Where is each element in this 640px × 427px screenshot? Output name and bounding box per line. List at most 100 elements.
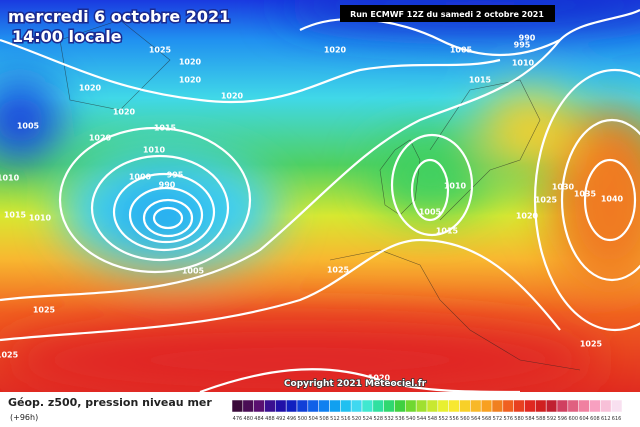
isobar-label: 1020 bbox=[368, 374, 391, 383]
scale-swatch bbox=[459, 399, 471, 413]
scale-swatch bbox=[415, 399, 428, 413]
isobar-label: 1010 bbox=[143, 146, 166, 155]
scale-swatch bbox=[502, 399, 514, 413]
scale-label: 560 bbox=[460, 416, 470, 422]
scale-swatch bbox=[491, 399, 504, 413]
scale-label: 580 bbox=[514, 416, 524, 422]
forecast-date: mercredi 6 octobre 2021 bbox=[8, 7, 230, 26]
scale-swatch bbox=[567, 399, 579, 413]
scale-label: 548 bbox=[428, 416, 438, 422]
scale-swatch bbox=[253, 399, 265, 413]
scale-label: 588 bbox=[536, 416, 546, 422]
isobar-label: 1010 bbox=[29, 214, 52, 223]
scale-swatch bbox=[535, 399, 547, 413]
scale-swatch bbox=[242, 399, 254, 413]
scale-label: 596 bbox=[558, 416, 568, 422]
scale-label: 552 bbox=[438, 416, 448, 422]
isobar-label: 1000 bbox=[129, 173, 152, 182]
scale-label: 600 bbox=[568, 416, 578, 422]
isobar-label: 1025 bbox=[327, 266, 350, 275]
scale-swatch bbox=[578, 399, 590, 413]
isobar-labels: 1025102010201020102010051020102010151010… bbox=[0, 34, 624, 383]
scale-swatch bbox=[426, 399, 439, 413]
scale-label: 492 bbox=[276, 416, 286, 422]
isobar-label: 1005 bbox=[182, 267, 205, 276]
scale-swatch bbox=[545, 399, 558, 413]
scale-label: 532 bbox=[384, 416, 394, 422]
scale-swatch bbox=[589, 399, 601, 413]
copyright: Copyright 2021 Meteociel.fr bbox=[284, 379, 427, 389]
isobar-label: 1005 bbox=[419, 208, 442, 217]
scale-swatch bbox=[350, 399, 363, 413]
isobar-label: 1015 bbox=[154, 124, 177, 133]
isobar-label: 990 bbox=[519, 34, 536, 43]
color-scale: 476 480 484 488 492 496 500 504 508 512 516 520 524 5… bbox=[231, 399, 623, 422]
isobar-label: 1010 bbox=[0, 174, 20, 183]
scale-label: 544 bbox=[417, 416, 427, 422]
isobar-label: 995 bbox=[514, 41, 531, 50]
scale-swatch bbox=[361, 399, 374, 413]
scale-swatch bbox=[437, 399, 449, 413]
scale-swatch bbox=[480, 399, 493, 413]
isobar-label: 1040 bbox=[601, 195, 624, 204]
scale-label: 524 bbox=[363, 416, 373, 422]
isobar-label: 995 bbox=[167, 171, 184, 180]
scale-label: 576 bbox=[503, 416, 513, 422]
isobar-label: 1020 bbox=[324, 46, 347, 55]
scale-swatch bbox=[296, 399, 309, 413]
scale-label: 540 bbox=[406, 416, 416, 422]
isobar-label: 1020 bbox=[113, 108, 136, 117]
isobar-label: 1020 bbox=[221, 92, 244, 101]
scale-swatch bbox=[264, 399, 276, 413]
scale-label: 512 bbox=[330, 416, 340, 422]
isobar-label: 1030 bbox=[552, 183, 575, 192]
scale-swatch bbox=[600, 399, 612, 413]
scale-swatch bbox=[470, 399, 482, 413]
isobar-label: 990 bbox=[159, 181, 176, 190]
scale-swatch bbox=[513, 399, 525, 413]
scale-swatch bbox=[318, 399, 330, 413]
isobar-label: 1015 bbox=[469, 76, 492, 85]
scale-label: 608 bbox=[590, 416, 600, 422]
isobar-label: 1010 bbox=[512, 59, 535, 68]
isobar-label: 1020 bbox=[79, 84, 102, 93]
scale-label: 572 bbox=[493, 416, 503, 422]
scale-swatch bbox=[329, 399, 341, 413]
scale-label: 500 bbox=[298, 416, 308, 422]
scale-swatch bbox=[383, 399, 395, 413]
scale-label: 488 bbox=[265, 416, 275, 422]
isobar-label: 1025 bbox=[535, 196, 558, 205]
scale-label: 516 bbox=[341, 416, 351, 422]
isobar-label: 1020 bbox=[89, 134, 112, 143]
isobar-label: 1025 bbox=[149, 46, 172, 55]
scale-swatch bbox=[307, 399, 319, 413]
forecast-time: 14:00 locale bbox=[12, 27, 122, 46]
legend-title: Géop. z500, pression niveau mer bbox=[8, 396, 212, 409]
isobar-label: 1005 bbox=[17, 122, 40, 131]
scale-label: 556 bbox=[449, 416, 459, 422]
scale-label: 528 bbox=[373, 416, 383, 422]
scale-swatch bbox=[340, 399, 352, 413]
isobar-label: 1005 bbox=[450, 46, 473, 55]
scale-label: 504 bbox=[308, 416, 318, 422]
scale-swatch bbox=[524, 399, 536, 413]
run-label: Run ECMWF 12Z du samedi 2 octobre 2021 bbox=[350, 10, 544, 19]
isobar-label: 1025 bbox=[33, 306, 56, 315]
scale-label: 584 bbox=[525, 416, 535, 422]
scale-label: 508 bbox=[319, 416, 329, 422]
run-box bbox=[340, 5, 555, 22]
scale-label: 612 bbox=[601, 416, 611, 422]
isobar-label: 1035 bbox=[574, 190, 597, 199]
scale-swatch bbox=[372, 399, 384, 413]
isobar-label: 1020 bbox=[179, 58, 202, 67]
scale-label: 476 bbox=[233, 416, 243, 422]
scale-label: 604 bbox=[579, 416, 589, 422]
scale-swatch bbox=[275, 399, 287, 413]
scale-label: 564 bbox=[471, 416, 481, 422]
scale-label: 496 bbox=[287, 416, 297, 422]
isobar-label: 1025 bbox=[0, 351, 19, 360]
isobar-label: 1015 bbox=[4, 211, 27, 220]
scale-label: 484 bbox=[254, 416, 264, 422]
lead-time: (+96h) bbox=[10, 413, 38, 422]
